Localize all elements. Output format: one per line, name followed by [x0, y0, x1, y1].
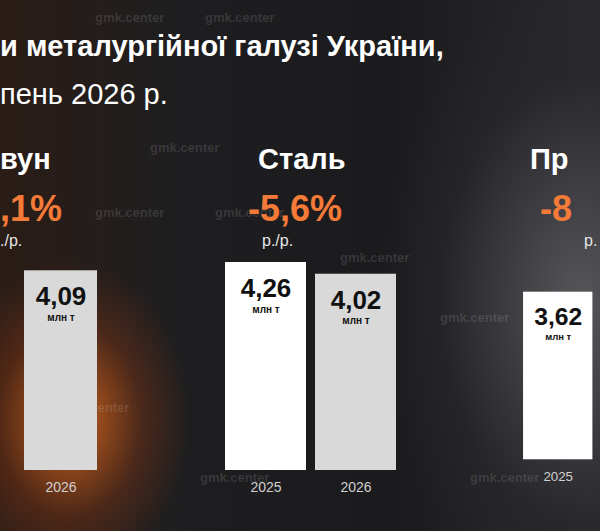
- html-text:,1%: ,1%: [0, 188, 62, 229]
- html-text:gmk.center: gmk.center: [440, 310, 510, 325]
- svg-text:млн т: млн т: [252, 304, 280, 315]
- html-text:gmk.center: gmk.center: [150, 140, 220, 155]
- html-text:gmk.center: gmk.center: [340, 250, 410, 265]
- html-text:Сталь: Сталь: [258, 143, 346, 175]
- html-text:р.: р.: [584, 232, 598, 249]
- html-text:gmk.center: gmk.center: [205, 10, 275, 25]
- html-text:Пр: Пр: [530, 143, 569, 175]
- html-text:-8: -8: [540, 188, 572, 229]
- html-text:gmk.center: gmk.center: [95, 205, 165, 220]
- html-text:и металургійної галузі України: и металургійної галузі України,: [0, 30, 444, 62]
- svg-text:2025: 2025: [250, 479, 281, 495]
- html-text:gmk.center: gmk.center: [320, 395, 390, 410]
- html-text:gmk.center: gmk.center: [200, 470, 270, 485]
- svg-text:4,26: 4,26: [241, 273, 292, 303]
- svg-text:3,62: 3,62: [534, 303, 582, 330]
- svg-text:4,09: 4,09: [36, 281, 87, 311]
- html-text:-5,6%: -5,6%: [248, 188, 342, 229]
- html-text:./р.: ./р.: [0, 232, 23, 249]
- svg-text:2026: 2026: [340, 479, 371, 495]
- html-text:пень 2026 р.: пень 2026 р.: [0, 78, 168, 110]
- html-text:gmk.center: gmk.center: [95, 10, 165, 25]
- html-text:gmk.center: gmk.center: [470, 470, 540, 485]
- html-text:р./р.: р./р.: [262, 232, 294, 249]
- svg-text:2026: 2026: [45, 479, 76, 495]
- html-text:вун: вун: [0, 143, 51, 175]
- html-text:gmk.center: gmk.center: [60, 400, 130, 415]
- svg-text:4,02: 4,02: [331, 285, 382, 315]
- svg-text:млн т: млн т: [47, 312, 75, 323]
- svg-text:млн т: млн т: [342, 315, 370, 326]
- html-text:gmk.center: gmk.center: [215, 205, 285, 220]
- svg-text:млн т: млн т: [545, 331, 571, 342]
- svg-text:2025: 2025: [543, 469, 573, 484]
